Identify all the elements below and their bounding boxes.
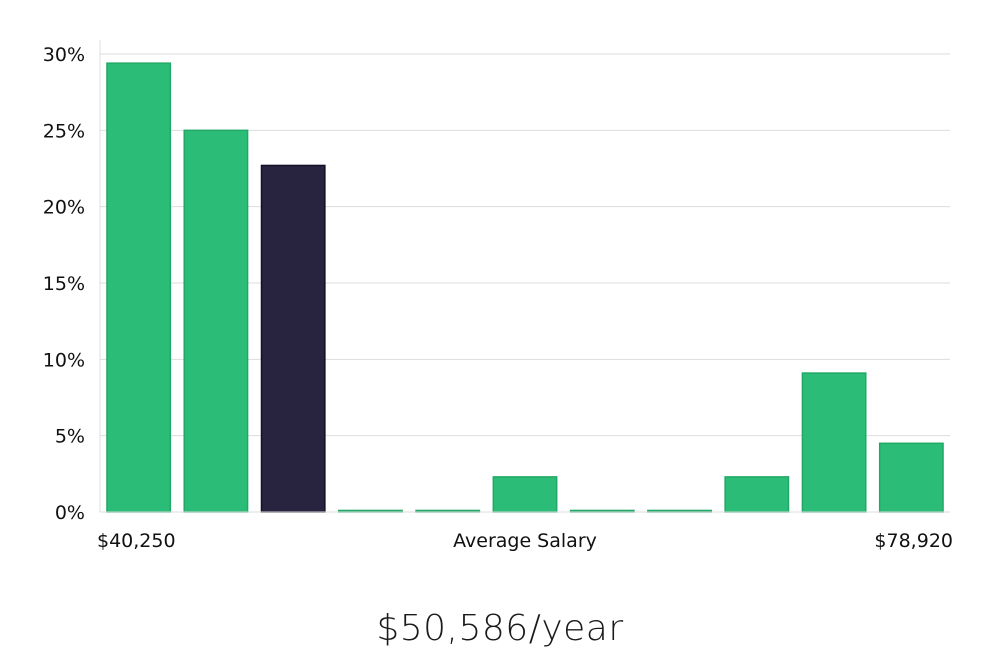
x-min-label: $40,250 [97, 530, 176, 552]
bar [878, 442, 944, 513]
bar [801, 372, 867, 513]
bar [183, 129, 249, 513]
bar [724, 476, 790, 513]
salary-distribution-chart: 0% 5% 10% 15% 20% 25% 30% $40,250 Average Salary… [43, 40, 953, 552]
x-axis-title: Average Salary [453, 530, 597, 552]
y-tick-label: 5% [55, 426, 85, 448]
bar [492, 476, 558, 513]
y-tick-label: 20% [43, 197, 85, 219]
bar [106, 62, 172, 513]
y-tick-label: 25% [43, 120, 85, 142]
y-tick-label: 15% [43, 273, 85, 295]
x-max-label: $78,920 [874, 530, 953, 552]
y-tick-label: 0% [55, 502, 85, 524]
y-tick-label: 10% [43, 349, 85, 371]
bar-highlighted [260, 164, 326, 513]
y-tick-label: 30% [43, 44, 85, 66]
average-salary-value: $50,586/year [376, 608, 624, 649]
